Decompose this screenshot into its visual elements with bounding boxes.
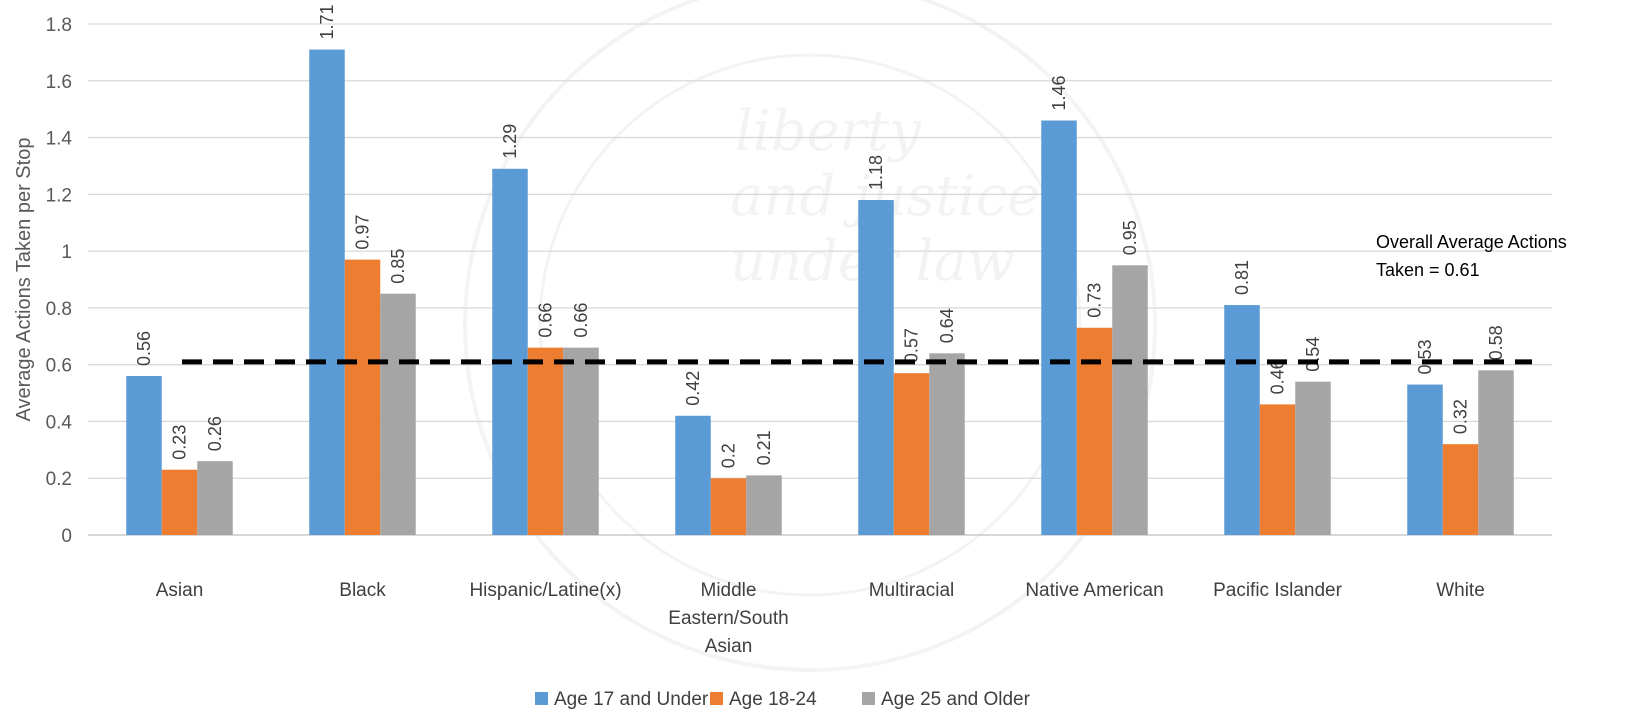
y-tick-label: 0.8	[46, 299, 72, 320]
y-axis-ticks: 0 0.2 0.4 0.6 0.8 1 1.2 1.4 1.6 1.8	[46, 15, 73, 547]
reference-line-label: Taken = 0.61	[1376, 260, 1480, 280]
bar	[1041, 120, 1077, 536]
data-label: 0.66	[571, 303, 591, 338]
data-label: 0.58	[1486, 325, 1506, 360]
bar	[309, 49, 345, 536]
data-label: 0.46	[1268, 359, 1288, 394]
legend: Age 17 and Under Age 18-24 Age 25 and Olde…	[535, 689, 1031, 710]
data-label: 0.53	[1415, 339, 1435, 374]
legend-label: Age 17 and Under	[554, 689, 709, 710]
y-tick-label: 1.8	[46, 15, 72, 36]
y-tick-label: 0	[61, 526, 72, 547]
bar	[161, 469, 198, 535]
data-label: 1.18	[866, 155, 886, 190]
bar	[1224, 305, 1260, 535]
data-label: 1.71	[317, 5, 337, 40]
bar	[1442, 444, 1479, 535]
y-tick-label: 1.2	[46, 185, 72, 206]
legend-swatch	[862, 692, 875, 705]
category-label: Middle	[701, 580, 757, 601]
bar	[380, 293, 416, 535]
reference-line-label: Overall Average Actions	[1376, 232, 1567, 252]
y-tick-label: 1	[61, 242, 72, 263]
bar	[675, 415, 711, 535]
bar	[710, 478, 747, 535]
bar	[126, 376, 162, 535]
legend-label: Age 25 and Older	[881, 689, 1031, 710]
reference-line-group: Overall Average Actions Taken = 0.61	[182, 232, 1567, 365]
bar	[344, 259, 381, 535]
category-label: Eastern/South	[668, 608, 788, 629]
bar	[1112, 265, 1148, 535]
data-label: 0.57	[902, 328, 922, 363]
bar	[929, 353, 965, 535]
y-tick-label: 1.6	[46, 72, 72, 93]
y-tick-label: 0.4	[46, 412, 73, 433]
data-label: 0.56	[134, 331, 154, 366]
data-label: 0.21	[754, 430, 774, 465]
bar	[1259, 404, 1296, 535]
data-label: 0.23	[170, 425, 190, 460]
bar	[563, 347, 599, 535]
y-tick-label: 0.6	[46, 356, 72, 377]
svg-text:liberty: liberty	[735, 99, 922, 164]
category-label: Pacific Islander	[1213, 580, 1343, 601]
bar	[858, 200, 894, 535]
data-label: 0.42	[683, 371, 703, 406]
bar	[1076, 327, 1113, 535]
data-label: 0.97	[353, 215, 373, 250]
bar	[527, 347, 564, 535]
bar	[1478, 370, 1514, 535]
data-label: 0.32	[1451, 399, 1471, 434]
y-axis-title: Average Actions Taken per Stop	[13, 138, 35, 422]
category-labels: Asian Black Hispanic/Latine(x) Middle Easter…	[156, 580, 1485, 657]
category-label: Hispanic/Latine(x)	[469, 580, 621, 601]
bar	[197, 461, 233, 535]
bars	[126, 49, 1514, 536]
category-label: Black	[339, 580, 386, 601]
data-label: 0.85	[388, 249, 408, 284]
category-label: Asian	[156, 580, 204, 601]
legend-label: Age 18-24	[729, 689, 817, 710]
data-label: 0.64	[937, 308, 957, 343]
category-label: Native American	[1025, 580, 1163, 601]
bar	[1295, 381, 1331, 535]
data-label: 1.29	[500, 124, 520, 159]
category-label: White	[1436, 580, 1485, 601]
legend-swatch	[710, 692, 723, 705]
category-label: Multiracial	[869, 580, 955, 601]
bar	[492, 168, 528, 536]
data-label: 0.66	[536, 303, 556, 338]
data-label: 0.81	[1232, 260, 1252, 295]
category-label: Asian	[705, 636, 753, 657]
legend-swatch	[535, 692, 548, 705]
y-tick-label: 1.4	[46, 129, 73, 150]
data-label: 0.54	[1303, 337, 1323, 372]
bar	[1407, 384, 1443, 535]
bar	[746, 475, 782, 535]
data-label: 0.26	[205, 416, 225, 451]
bar	[893, 373, 930, 535]
data-label: 0.95	[1120, 220, 1140, 255]
data-label: 1.46	[1049, 75, 1069, 110]
data-label: 0.2	[719, 443, 739, 468]
data-label: 0.73	[1085, 283, 1105, 318]
y-tick-label: 0.2	[46, 469, 72, 490]
